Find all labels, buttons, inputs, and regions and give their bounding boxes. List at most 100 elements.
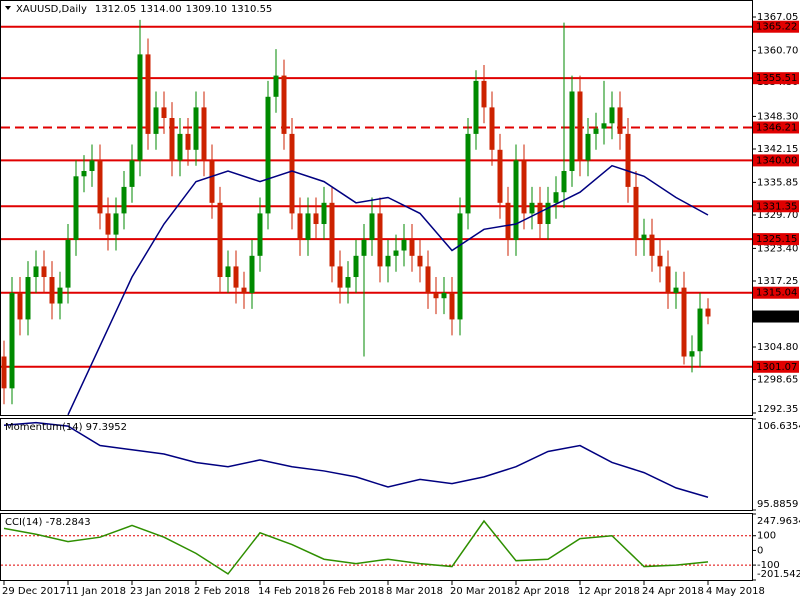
- level-label: 1365.22: [756, 22, 797, 33]
- candle-body: [121, 186, 127, 214]
- y-tick-label: 1317.25: [757, 276, 798, 287]
- level-label-box: [753, 72, 799, 85]
- candle-body: [9, 292, 15, 389]
- candle-body: [305, 213, 311, 240]
- y-tick-label: 1367.05: [757, 12, 798, 23]
- candle-body: [113, 213, 119, 235]
- last-price-label: 1310.55: [756, 312, 797, 323]
- level-label-box: [753, 286, 799, 299]
- panel-title: Momentum(14) 97.3952: [5, 422, 127, 433]
- candle-body: [57, 287, 63, 304]
- candle-body: [185, 133, 191, 150]
- y-tick-label: 1292.35: [757, 404, 798, 415]
- candle-body: [73, 176, 79, 240]
- candle-body: [153, 107, 159, 134]
- level-label-box: [753, 233, 799, 246]
- candle-body: [513, 160, 519, 240]
- candle-body: [329, 202, 335, 267]
- panel-title: CCI(14) -78.2843: [5, 517, 91, 528]
- candle-body: [33, 266, 39, 278]
- candle-body: [289, 133, 295, 214]
- candle-body: [657, 255, 663, 267]
- level-label: 1355.51: [756, 73, 797, 84]
- candle-body: [609, 107, 615, 124]
- candle-body: [673, 287, 679, 293]
- candle-body: [409, 239, 415, 256]
- candle-body: [297, 213, 303, 240]
- x-tick-label: 2 Feb 2018: [194, 586, 250, 597]
- candle-body: [193, 107, 199, 150]
- candle-body: [689, 351, 695, 357]
- candle-body: [529, 202, 535, 214]
- candle-body: [489, 107, 495, 150]
- cci-frame: [0, 513, 753, 581]
- candle-body: [569, 91, 575, 172]
- level-label: 1340.00: [756, 155, 797, 166]
- candle-body: [417, 255, 423, 267]
- x-tick-label: 29 Dec 2017: [2, 586, 66, 597]
- candle-body: [65, 239, 71, 288]
- candle-body: [617, 107, 623, 134]
- candle-body: [145, 54, 151, 134]
- line-series: [3, 519, 709, 575]
- candle-body: [465, 133, 471, 214]
- candle-body: [577, 91, 583, 161]
- candle-body: [633, 186, 639, 240]
- candle-body: [585, 133, 591, 161]
- line-series: [67, 164, 709, 415]
- symbol: XAUUSD,Daily: [16, 4, 87, 15]
- candle-body: [457, 213, 463, 320]
- candle-body: [345, 277, 351, 288]
- candle-body: [537, 202, 543, 225]
- y-tick-label: 1348.30: [757, 111, 798, 122]
- candle-body: [161, 107, 167, 118]
- candle-body: [545, 202, 551, 225]
- candle-body: [505, 202, 511, 240]
- candle-body: [497, 149, 503, 203]
- candle-body: [233, 266, 239, 288]
- candle-body: [241, 287, 247, 293]
- candle-body: [89, 160, 95, 172]
- candle-body: [105, 213, 111, 235]
- candle-body: [393, 250, 399, 256]
- y-tick-label: 247.9634: [757, 516, 800, 527]
- last-price-box: [753, 310, 799, 323]
- candle-body: [369, 213, 375, 240]
- candle-body: [201, 107, 207, 161]
- main-frame: [0, 0, 753, 416]
- candle-body: [281, 75, 287, 134]
- level-label: 1325.15: [756, 234, 797, 245]
- candle-body: [41, 266, 47, 278]
- x-tick-label: 20 Mar 2018: [450, 586, 513, 597]
- low-value: 1309.10: [186, 4, 227, 15]
- x-tick-label: 14 Feb 2018: [258, 586, 320, 597]
- candle-body: [601, 123, 607, 129]
- x-tick-label: 24 Apr 2018: [642, 586, 704, 597]
- candle-body: [441, 292, 447, 299]
- candle-body: [697, 308, 703, 352]
- x-tick-label: 2 Apr 2018: [514, 586, 569, 597]
- candle-body: [593, 128, 599, 134]
- y-tick-label: 1323.40: [757, 243, 798, 254]
- candle-body: [473, 80, 479, 134]
- candle-body: [649, 234, 655, 256]
- level-label-box: [753, 154, 799, 167]
- candle-body: [377, 213, 383, 267]
- candle-body: [385, 255, 391, 267]
- candle-body: [137, 54, 143, 161]
- y-tick-label: 1360.70: [757, 46, 798, 57]
- candle-body: [625, 133, 631, 187]
- open-value: 1312.05: [95, 4, 136, 15]
- close-value: 1310.55: [231, 4, 272, 15]
- candle-body: [313, 213, 319, 225]
- candle-body: [553, 192, 559, 203]
- momentum-frame: [0, 418, 753, 511]
- candle-body: [209, 160, 215, 203]
- y-tick-label: 1298.65: [757, 375, 798, 386]
- level-label-box: [753, 360, 799, 373]
- y-tick-label: -100: [757, 560, 780, 571]
- candle-body: [273, 75, 279, 97]
- y-tick-label: -201.5429: [757, 569, 800, 580]
